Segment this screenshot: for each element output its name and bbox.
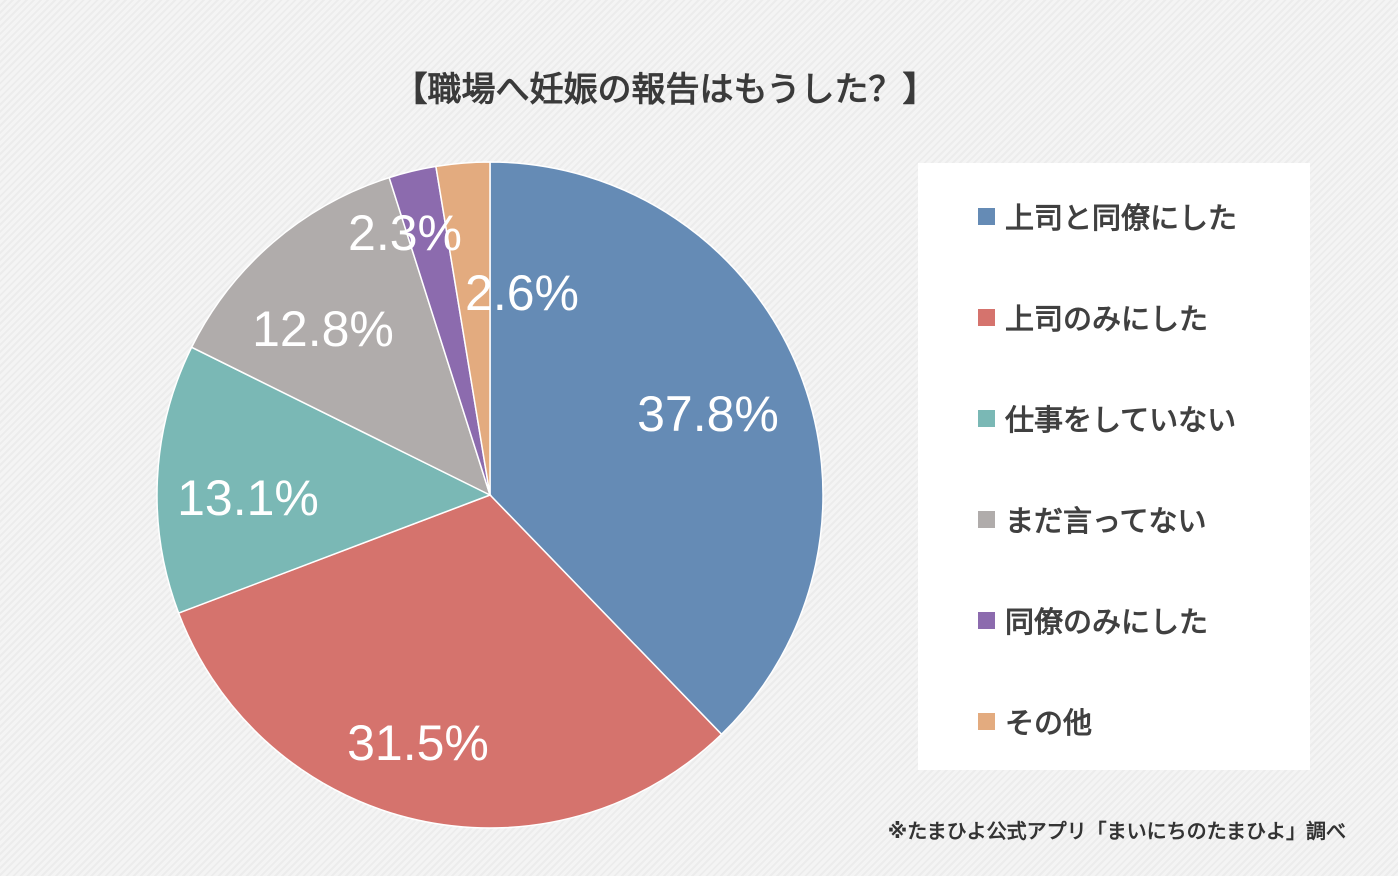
legend-swatch bbox=[978, 409, 995, 427]
legend-swatch bbox=[978, 510, 995, 528]
legend-label: 上司と同僚にした bbox=[1005, 201, 1238, 235]
legend-label: 上司のみにした bbox=[1005, 302, 1209, 336]
legend-swatch bbox=[978, 712, 995, 730]
legend-item: その他 bbox=[978, 700, 1092, 742]
pie-slice bbox=[156, 346, 492, 615]
pie-slice bbox=[489, 161, 824, 736]
pie-chart: 37.8% 31.5% 13.1% 12.8% 2.3%2.6% bbox=[156, 161, 824, 829]
legend-label: 同僚のみにした bbox=[1005, 605, 1209, 639]
pie-slice bbox=[435, 161, 491, 496]
pie-slice bbox=[190, 176, 492, 497]
source-note: ※たまひよ公式アプリ「まいにちのたまひよ」調べ bbox=[887, 819, 1346, 843]
legend-label: まだ言ってない bbox=[1005, 504, 1207, 538]
legend-item: 仕事をしていない bbox=[978, 397, 1236, 439]
legend: 上司と同僚にした 上司のみにした 仕事をしていない まだ言ってない 同僚のみにした その他 bbox=[918, 163, 1310, 770]
legend-swatch bbox=[978, 308, 995, 326]
pie-slice bbox=[177, 494, 723, 829]
chart-title: 【職場へ妊娠の報告はもうした？】 bbox=[393, 70, 937, 110]
data-label: 2.6% bbox=[465, 265, 579, 321]
data-label: 31.5% bbox=[347, 715, 489, 771]
legend-item: まだ言ってない bbox=[978, 498, 1207, 540]
data-label: 13.1% bbox=[177, 470, 319, 526]
legend-label: その他 bbox=[1005, 706, 1093, 740]
data-label: 12.8% bbox=[252, 301, 394, 357]
legend-item: 上司のみにした bbox=[978, 296, 1208, 338]
legend-swatch bbox=[978, 611, 995, 629]
data-label: 37.8% bbox=[637, 386, 779, 442]
legend-swatch bbox=[978, 207, 995, 225]
legend-label: 仕事をしていない bbox=[1005, 403, 1237, 437]
legend-item: 上司と同僚にした bbox=[978, 195, 1237, 237]
legend-item: 同僚のみにした bbox=[978, 599, 1208, 641]
data-label: 2.3% bbox=[348, 205, 462, 261]
